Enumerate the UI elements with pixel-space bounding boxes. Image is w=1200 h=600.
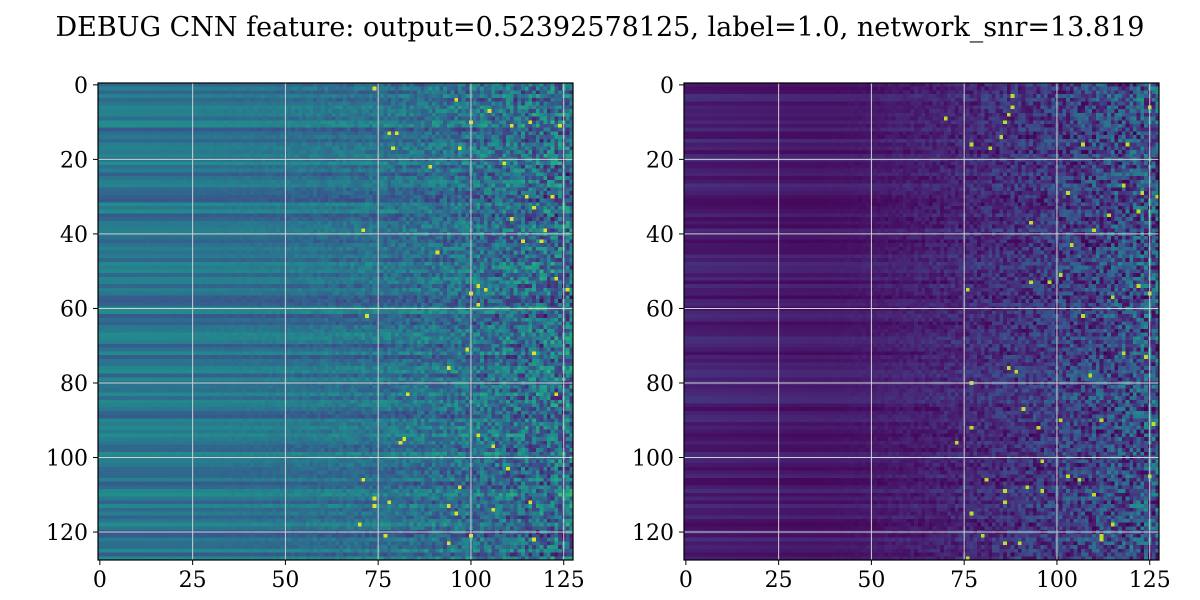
y-tick-label: 120 — [632, 521, 674, 546]
x-tick-label: 25 — [765, 568, 793, 593]
heatmap-panel-right: 0 25 50 75 100 125 0 20 40 60 80 100 120 — [632, 74, 1171, 593]
y-tick-label: 20 — [60, 148, 88, 173]
x-tick-label: 0 — [93, 568, 107, 593]
x-tick-label: 0 — [679, 568, 693, 593]
y-tick-label: 80 — [60, 372, 88, 397]
y-tick-label: 40 — [60, 223, 88, 248]
heatmap-cells — [98, 83, 573, 560]
y-tick-label: 40 — [646, 223, 674, 248]
y-tick-label: 20 — [646, 148, 674, 173]
x-tick-label: 125 — [543, 568, 585, 593]
y-tick-label: 60 — [60, 297, 88, 322]
x-tick-label: 25 — [179, 568, 207, 593]
figure-title: DEBUG CNN feature: output=0.52392578125,… — [55, 12, 1145, 43]
y-tick-label: 0 — [74, 74, 88, 99]
axes-frame — [97, 82, 574, 561]
y-tick-label: 100 — [46, 447, 88, 472]
y-tick-label: 80 — [646, 372, 674, 397]
axes-frame — [683, 82, 1160, 561]
x-tick-label: 75 — [950, 568, 978, 593]
y-tick-label: 120 — [46, 521, 88, 546]
x-tick-label: 75 — [364, 568, 392, 593]
y-tick-label: 100 — [632, 447, 674, 472]
heatmap-cells — [684, 83, 1159, 560]
x-tick-label: 50 — [857, 568, 885, 593]
x-tick-label: 50 — [271, 568, 299, 593]
y-tick-label: 60 — [646, 297, 674, 322]
x-tick-label: 100 — [450, 568, 492, 593]
x-tick-label: 125 — [1129, 568, 1171, 593]
heatmap-panel-left: 0 25 50 75 100 125 0 20 40 60 80 100 120 — [46, 74, 585, 593]
y-tick-label: 0 — [660, 74, 674, 99]
x-tick-label: 100 — [1036, 568, 1078, 593]
